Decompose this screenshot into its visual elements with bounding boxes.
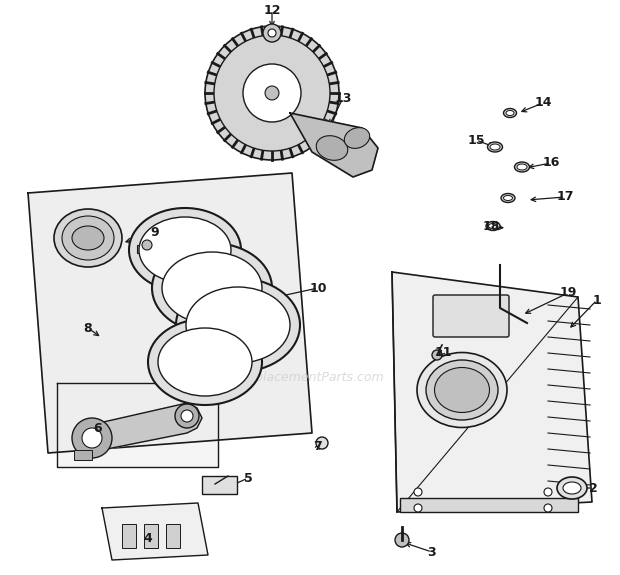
Ellipse shape (435, 367, 490, 412)
Circle shape (82, 428, 102, 448)
Polygon shape (28, 173, 312, 453)
Ellipse shape (344, 128, 370, 148)
Ellipse shape (515, 162, 529, 172)
Text: 11: 11 (434, 346, 452, 358)
Circle shape (414, 504, 422, 512)
Bar (202, 476, 237, 494)
Text: 4: 4 (144, 531, 153, 545)
Polygon shape (392, 272, 592, 512)
Circle shape (432, 350, 442, 360)
Ellipse shape (176, 278, 300, 372)
Circle shape (263, 24, 281, 42)
Ellipse shape (426, 360, 498, 420)
Circle shape (544, 488, 552, 496)
Polygon shape (102, 503, 208, 560)
Ellipse shape (503, 109, 516, 117)
Text: 9: 9 (151, 227, 159, 240)
Text: 17: 17 (556, 190, 574, 204)
Circle shape (214, 35, 330, 151)
Text: 1: 1 (593, 293, 601, 306)
Ellipse shape (148, 319, 262, 405)
Ellipse shape (517, 164, 527, 170)
Ellipse shape (186, 287, 290, 363)
Ellipse shape (316, 136, 348, 160)
Ellipse shape (486, 221, 500, 231)
Text: 2: 2 (588, 481, 598, 494)
Circle shape (268, 29, 276, 37)
Text: 15: 15 (467, 133, 485, 147)
Text: 3: 3 (428, 546, 436, 558)
Text: 8: 8 (84, 321, 92, 335)
Ellipse shape (563, 482, 581, 494)
Circle shape (142, 240, 152, 250)
Text: 12: 12 (264, 3, 281, 17)
Ellipse shape (152, 243, 272, 333)
Ellipse shape (162, 252, 262, 324)
Ellipse shape (158, 328, 252, 396)
Text: 5: 5 (244, 472, 252, 485)
Circle shape (243, 64, 301, 122)
Text: eReplacementParts.com: eReplacementParts.com (232, 371, 384, 385)
Circle shape (205, 26, 339, 160)
Ellipse shape (490, 144, 500, 150)
Circle shape (181, 410, 193, 422)
Ellipse shape (557, 477, 587, 499)
Ellipse shape (139, 217, 231, 283)
Circle shape (265, 86, 279, 100)
Polygon shape (77, 403, 202, 453)
Text: 13: 13 (334, 91, 352, 105)
Bar (166, 524, 180, 548)
Polygon shape (290, 113, 378, 177)
Text: 18: 18 (482, 220, 500, 233)
Ellipse shape (62, 216, 114, 260)
Ellipse shape (129, 208, 241, 292)
Bar (144, 524, 158, 548)
Text: 6: 6 (94, 421, 102, 435)
FancyBboxPatch shape (433, 295, 509, 337)
Text: 16: 16 (542, 156, 560, 170)
Circle shape (414, 488, 422, 496)
Ellipse shape (54, 209, 122, 267)
Bar (122, 524, 136, 548)
Polygon shape (57, 383, 218, 467)
Circle shape (175, 404, 199, 428)
Ellipse shape (487, 142, 502, 152)
Text: 19: 19 (559, 286, 577, 300)
Ellipse shape (503, 196, 513, 201)
Circle shape (316, 437, 328, 449)
Circle shape (72, 418, 112, 458)
Ellipse shape (506, 110, 514, 116)
Circle shape (544, 504, 552, 512)
Ellipse shape (489, 224, 497, 228)
Text: 14: 14 (534, 97, 552, 109)
Ellipse shape (72, 226, 104, 250)
Bar (137, 245, 157, 253)
Text: 7: 7 (314, 440, 322, 454)
Ellipse shape (417, 352, 507, 427)
Bar (400, 498, 578, 512)
Circle shape (395, 533, 409, 547)
Text: 10: 10 (309, 282, 327, 294)
Bar (74, 450, 92, 460)
Ellipse shape (501, 194, 515, 202)
